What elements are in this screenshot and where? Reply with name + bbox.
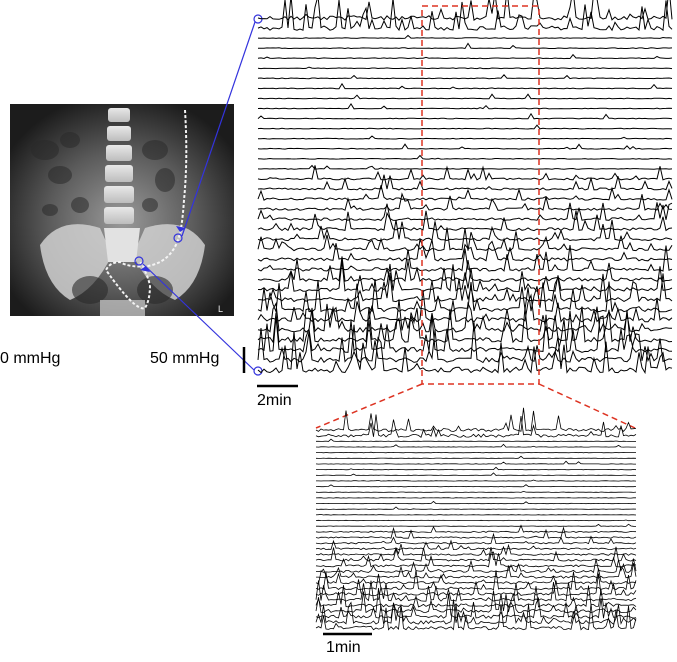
- pressure-trace: [257, 256, 673, 283]
- pressure-trace: [315, 526, 637, 539]
- pressure-trace: [257, 112, 673, 120]
- zoom-selection-box: [421, 5, 540, 385]
- pressure-trace: [315, 513, 637, 516]
- pressure-trace: [315, 443, 636, 448]
- pressure-trace: [257, 331, 673, 375]
- pressure-trace: [257, 66, 673, 70]
- zoom-connector-right: [538, 383, 636, 429]
- pressure-trace: [315, 506, 637, 510]
- pressure-trace: [315, 414, 637, 438]
- pressure-trace: [315, 460, 636, 465]
- pressure-trace: [257, 314, 673, 353]
- pressure-trace: [257, 53, 673, 60]
- time-scale-label-zoom: 1min: [326, 639, 361, 656]
- arrowhead-bottom: [140, 266, 150, 272]
- pressure-trace: [257, 185, 673, 201]
- bottom-channel-marker: [253, 366, 263, 376]
- pressure-trace: [315, 524, 637, 533]
- pressure-trace: [257, 322, 673, 364]
- pressure-trace: [257, 260, 673, 293]
- pressure-trace: [257, 192, 673, 211]
- xray-image: L: [10, 104, 234, 316]
- pressure-trace: [315, 558, 637, 574]
- pressure-trace: [315, 568, 637, 585]
- catheter-links: [134, 14, 263, 376]
- top-channel-link: [181, 21, 256, 237]
- pressure-trace: [257, 245, 673, 272]
- pressure-trace: [315, 603, 637, 631]
- pressure-trace: [315, 585, 637, 608]
- xray-corner-marker: L: [218, 304, 223, 314]
- pressure-trace: [257, 0, 673, 21]
- pressure-trace: [315, 455, 637, 459]
- pressure-trace: [315, 551, 637, 568]
- pressure-trace: [315, 407, 637, 433]
- manometry-catheter: [104, 109, 188, 310]
- proximal-sensor-marker: [173, 233, 183, 243]
- pressure-trace: [257, 202, 673, 221]
- pressure-trace: [315, 543, 637, 556]
- pressure-trace: [257, 154, 673, 160]
- arrowhead-top: [176, 226, 186, 232]
- pressure-trace: [257, 74, 673, 80]
- pressure-trace: [316, 479, 637, 482]
- pressure-trace: [315, 484, 637, 488]
- pressure-trace: [315, 569, 637, 591]
- pressure-trace: [257, 227, 673, 252]
- pressure-trace: [315, 587, 637, 614]
- pressure-trace: [257, 279, 673, 314]
- pressure-trace: [316, 523, 637, 527]
- bottom-channel-link: [142, 263, 255, 371]
- pressure-trace: [315, 490, 637, 493]
- pressure-trace: [257, 306, 673, 344]
- pressure-trace: [257, 124, 673, 130]
- pressure-trace: [257, 42, 673, 50]
- pressure-trace: [315, 580, 637, 602]
- pressure-trace: [257, 164, 673, 170]
- zoom-connector-left: [315, 383, 423, 429]
- pressure-trace: [315, 594, 637, 619]
- bowel-gas-shadows: [31, 132, 175, 216]
- pressure-trace: [315, 466, 637, 471]
- zoom-trace-panel: [315, 407, 637, 631]
- pressure-trace: [257, 174, 673, 191]
- pressure-trace: [316, 563, 637, 579]
- pressure-trace: [257, 299, 673, 334]
- time-scale-label-main: 2min: [257, 392, 292, 409]
- pressure-trace: [257, 237, 673, 262]
- pressure-trace: [315, 451, 636, 454]
- left-pressure-label: 0 mmHg: [0, 350, 61, 367]
- pressure-trace: [257, 165, 673, 182]
- pressure-trace: [257, 82, 673, 90]
- pressure-trace: [315, 519, 637, 522]
- main-trace-panel: [257, 0, 673, 375]
- pressure-trace: [257, 93, 673, 100]
- pressure-scale-label: 50 mmHg: [150, 350, 220, 367]
- pressure-trace: [257, 34, 673, 39]
- pressure-trace: [257, 0, 673, 32]
- pressure-trace: [315, 599, 637, 625]
- pressure-trace: [257, 219, 673, 242]
- sacrum: [104, 228, 140, 262]
- spine: [104, 108, 134, 224]
- pressure-trace: [257, 102, 673, 110]
- pressure-trace: [257, 272, 673, 303]
- pressure-trace: [257, 135, 673, 140]
- pressure-trace: [315, 472, 637, 476]
- zoom-window: [315, 5, 636, 429]
- pressure-trace: [257, 143, 673, 150]
- pressure-trace: [316, 438, 637, 442]
- pressure-trace: [315, 532, 637, 545]
- pressure-trace: [316, 500, 637, 505]
- distal-sensor-marker: [134, 256, 144, 266]
- pressure-trace: [315, 539, 637, 551]
